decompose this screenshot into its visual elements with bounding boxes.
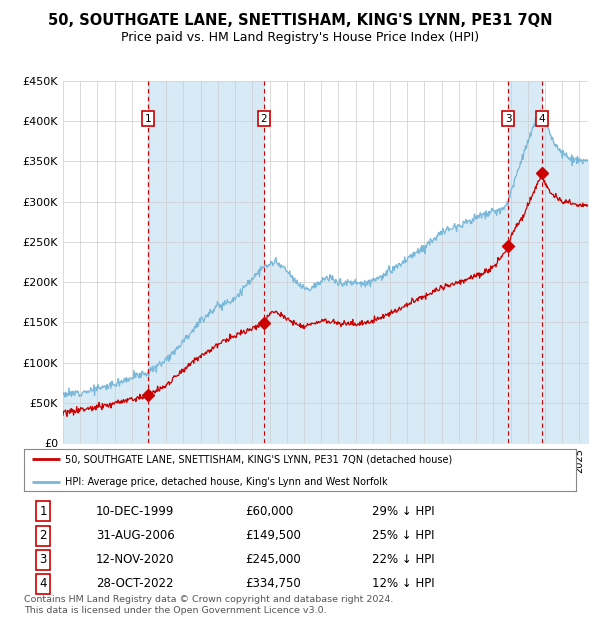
Text: 4: 4 xyxy=(539,113,545,123)
Text: £245,000: £245,000 xyxy=(245,553,301,566)
Text: £334,750: £334,750 xyxy=(245,577,301,590)
Text: 25% ↓ HPI: 25% ↓ HPI xyxy=(372,529,434,542)
Text: 3: 3 xyxy=(505,113,512,123)
Text: 2: 2 xyxy=(260,113,267,123)
Text: 12% ↓ HPI: 12% ↓ HPI xyxy=(372,577,434,590)
Bar xyxy=(508,81,542,443)
Text: Contains HM Land Registry data © Crown copyright and database right 2024.
This d: Contains HM Land Registry data © Crown c… xyxy=(24,595,394,614)
Text: £149,500: £149,500 xyxy=(245,529,301,542)
Text: Price paid vs. HM Land Registry's House Price Index (HPI): Price paid vs. HM Land Registry's House … xyxy=(121,31,479,44)
Text: HPI: Average price, detached house, King's Lynn and West Norfolk: HPI: Average price, detached house, King… xyxy=(65,477,388,487)
Text: 12-NOV-2020: 12-NOV-2020 xyxy=(96,553,174,566)
Bar xyxy=(148,81,264,443)
Text: 29% ↓ HPI: 29% ↓ HPI xyxy=(372,505,434,518)
Text: 22% ↓ HPI: 22% ↓ HPI xyxy=(372,553,434,566)
Text: 1: 1 xyxy=(40,505,47,518)
Text: 3: 3 xyxy=(40,553,47,566)
Text: 50, SOUTHGATE LANE, SNETTISHAM, KING'S LYNN, PE31 7QN (detached house): 50, SOUTHGATE LANE, SNETTISHAM, KING'S L… xyxy=(65,454,452,464)
Text: 4: 4 xyxy=(40,577,47,590)
Text: £60,000: £60,000 xyxy=(245,505,293,518)
Text: 31-AUG-2006: 31-AUG-2006 xyxy=(96,529,175,542)
Text: 10-DEC-1999: 10-DEC-1999 xyxy=(96,505,174,518)
Text: 1: 1 xyxy=(145,113,152,123)
Text: 28-OCT-2022: 28-OCT-2022 xyxy=(96,577,173,590)
Text: 2: 2 xyxy=(40,529,47,542)
Text: 50, SOUTHGATE LANE, SNETTISHAM, KING'S LYNN, PE31 7QN: 50, SOUTHGATE LANE, SNETTISHAM, KING'S L… xyxy=(48,13,552,28)
